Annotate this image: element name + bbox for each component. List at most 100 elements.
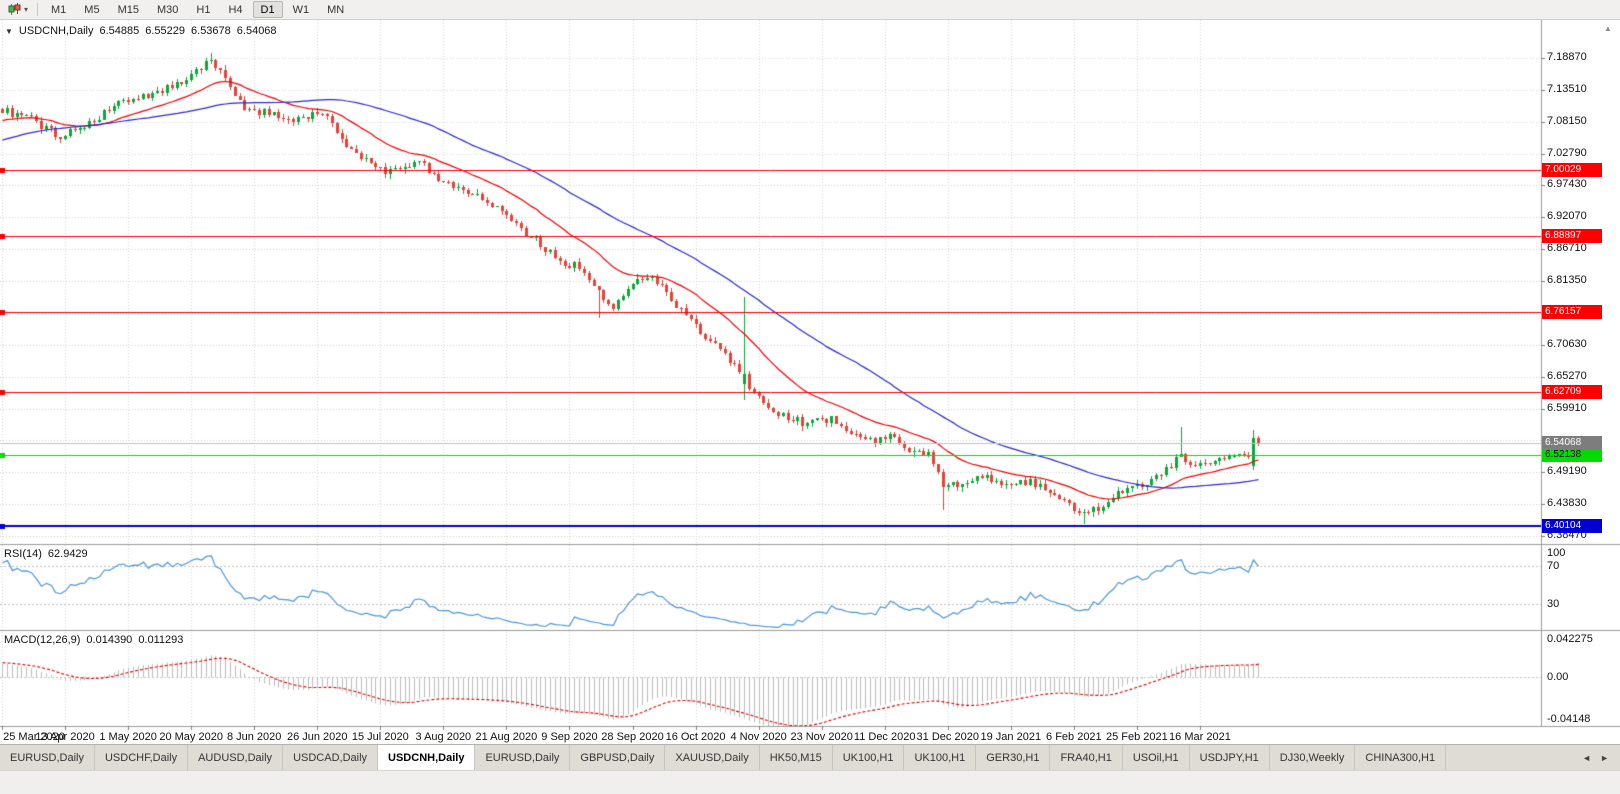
- symbol-timeframe-label: USDCNH,Daily: [18, 25, 94, 37]
- date-axis-label: 15 Jul 2020: [351, 731, 409, 743]
- price-level-badge: 7.00029: [1542, 163, 1602, 177]
- timeframe-button-m5[interactable]: M5: [84, 4, 100, 16]
- timeframe-button-m15[interactable]: M15: [117, 4, 139, 16]
- price-axis-label: 7.02790: [1547, 146, 1587, 159]
- date-axis-label: 31 Dec 2020: [916, 731, 979, 743]
- symbol-tab-gbpusd-6[interactable]: GBPUSD,Daily: [570, 745, 666, 770]
- symbol-tab-ger30-11[interactable]: GER30,H1: [976, 745, 1051, 770]
- open-value: 6.54885: [99, 25, 140, 37]
- symbol-tab-eurusd-5[interactable]: EURUSD,Daily: [475, 745, 571, 770]
- date-axis-label: 9 Sep 2020: [541, 731, 598, 743]
- tab-scroll-right-icon[interactable]: ►: [1600, 752, 1609, 763]
- symbol-tab-bar: EURUSD,Daily USDCHF,Daily AUDUSD,Daily USDC…: [0, 744, 1620, 770]
- timeframe-toolbar: ▾ M1 M5 M15 M30 H1 H4 D1 W1 MN: [0, 0, 1620, 20]
- date-axis-label: 8 Jun 2020: [226, 731, 282, 743]
- rsi-scale-label: 70: [1547, 560, 1560, 572]
- price-axis-label: 6.81350: [1547, 274, 1587, 287]
- chevron-down-icon: ▾: [24, 5, 29, 14]
- symbol-tab-usdcnh-4[interactable]: USDCNH,Daily: [378, 745, 476, 770]
- date-axis-label: 3 Aug 2020: [415, 731, 472, 743]
- symbol-tab-usdcad-3[interactable]: USDCAD,Daily: [283, 745, 379, 770]
- date-axis-label: 20 May 2020: [159, 731, 223, 743]
- rsi-scale-label: 100: [1547, 547, 1566, 559]
- rsi-value: 62.9429: [47, 548, 88, 560]
- date-axis-label: 25 Mar 2020: [3, 731, 65, 743]
- symbol-tab-usdjpy-14[interactable]: USDJPY,H1: [1189, 745, 1270, 770]
- symbol-tab-audusd-2[interactable]: AUDUSD,Daily: [188, 745, 284, 770]
- timeframe-button-m30[interactable]: M30: [156, 4, 179, 16]
- rsi-name: RSI(14): [4, 548, 42, 560]
- low-value: 6.53678: [191, 25, 231, 37]
- symbol-tab-uk100-10[interactable]: UK100,H1: [904, 745, 977, 770]
- timeframe-button-m1[interactable]: M1: [51, 4, 67, 16]
- price-level-badge: 6.76157: [1542, 304, 1602, 319]
- timeframe-button-w1[interactable]: W1: [292, 4, 310, 16]
- price-level-badge: 6.88897: [1542, 229, 1602, 244]
- date-axis-label: 13 Apr 2020: [35, 731, 95, 743]
- macd-scale-label: -0.04148: [1547, 713, 1591, 725]
- price-level-badge: 6.62709: [1542, 384, 1602, 399]
- bid-price-badge: 6.54068: [1542, 436, 1602, 451]
- collapse-triangle-icon: ▼: [5, 26, 13, 36]
- symbol-tab-hk50-8[interactable]: HK50,M15: [759, 745, 833, 770]
- symbol-tab-dj30-15[interactable]: DJ30,Weekly: [1269, 745, 1356, 770]
- price-axis-label: 6.65270: [1547, 369, 1587, 382]
- macd-signal-value: 0.011293: [138, 634, 184, 646]
- tab-scroll-buttons: ◄ ►: [1571, 745, 1620, 770]
- price-axis-label: 6.97430: [1547, 178, 1587, 191]
- symbol-tab-eurusd-0[interactable]: EURUSD,Daily: [0, 745, 95, 770]
- rsi-scale-label: 30: [1547, 598, 1560, 610]
- price-axis-label: 7.08150: [1547, 114, 1587, 127]
- date-axis-label: 6 Feb 2021: [1046, 731, 1102, 743]
- price-axis-label: 7.13510: [1547, 82, 1587, 95]
- tab-scroll-left-icon[interactable]: ◄: [1582, 752, 1592, 763]
- rsi-indicator-label: RSI(14) 62.9429: [4, 548, 88, 560]
- timeframe-button-group: M1 M5 M15 M30 H1 H4 D1 W1 MN: [43, 1, 352, 18]
- candlestick-chart-icon: [8, 3, 21, 15]
- close-value: 6.54068: [236, 25, 277, 37]
- date-axis-label: 19 Jan 2021: [980, 731, 1042, 743]
- price-axis-label: 7.18870: [1547, 51, 1587, 63]
- date-axis-label: 21 Aug 2020: [475, 731, 538, 743]
- price-level-badge: 6.52138: [1542, 447, 1602, 462]
- toolbar-separator: [37, 3, 39, 16]
- price-axis-label: 6.59910: [1547, 401, 1587, 414]
- date-axis-label: 1 May 2020: [99, 731, 157, 743]
- date-axis-label: 16 Oct 2020: [665, 731, 726, 743]
- date-axis-label: 23 Nov 2020: [790, 731, 853, 743]
- date-axis-label: 25 Feb 2021: [1106, 731, 1168, 743]
- symbol-tab-uk100-9[interactable]: UK100,H1: [832, 745, 905, 770]
- macd-scale-label: 0.00: [1547, 671, 1569, 684]
- macd-main-value: 0.014390: [86, 634, 133, 646]
- symbol-tab-china300-16[interactable]: CHINA300,H1: [1355, 745, 1447, 770]
- timeframe-button-mn[interactable]: MN: [327, 4, 345, 16]
- price-axis-label: 6.92070: [1547, 210, 1587, 223]
- price-level-badge: 6.40104: [1542, 519, 1602, 534]
- date-axis-label: 26 Jun 2020: [286, 731, 348, 743]
- symbol-tab-usoil-13[interactable]: USOil,H1: [1122, 745, 1190, 770]
- status-bar: [0, 770, 1620, 794]
- chart-window: ▼ USDCNH,Daily 6.54885 6.55229 6.53678 6…: [0, 20, 1620, 744]
- symbol-tab-usdchf-1[interactable]: USDCHF,Daily: [94, 745, 189, 770]
- symbol-tab-xauusd-7[interactable]: XAUUSD,Daily: [665, 745, 760, 770]
- timeframe-button-d1[interactable]: D1: [252, 1, 283, 18]
- macd-name: MACD(12,26,9): [4, 634, 81, 646]
- date-axis-label: 11 Dec 2020: [853, 731, 916, 743]
- date-axis-label: 28 Sep 2020: [601, 731, 664, 743]
- macd-indicator-label: MACD(12,26,9) 0.014390 0.011293: [4, 634, 183, 646]
- high-value: 6.55229: [145, 25, 186, 37]
- price-axis-label: 6.86710: [1547, 242, 1587, 255]
- macd-scale-label: 0.042275: [1547, 633, 1593, 645]
- date-axis-label: 16 Mar 2021: [1169, 731, 1231, 743]
- scroll-up-icon[interactable]: ▲: [1604, 24, 1612, 33]
- chart-canvas[interactable]: [0, 20, 1620, 744]
- price-axis-label: 6.43830: [1547, 497, 1587, 510]
- price-axis-label: 6.49190: [1547, 465, 1587, 478]
- timeframe-button-h4[interactable]: H4: [228, 4, 243, 16]
- timeframe-button-h1[interactable]: H1: [196, 4, 211, 16]
- chart-ohlc-readout: ▼ USDCNH,Daily 6.54885 6.55229 6.53678 6…: [5, 25, 277, 37]
- symbol-tab-fra40-12[interactable]: FRA40,H1: [1050, 745, 1123, 770]
- date-axis-label: 4 Nov 2020: [730, 731, 787, 743]
- price-axis-label: 6.70630: [1547, 337, 1587, 350]
- chart-type-button[interactable]: ▾: [4, 1, 32, 19]
